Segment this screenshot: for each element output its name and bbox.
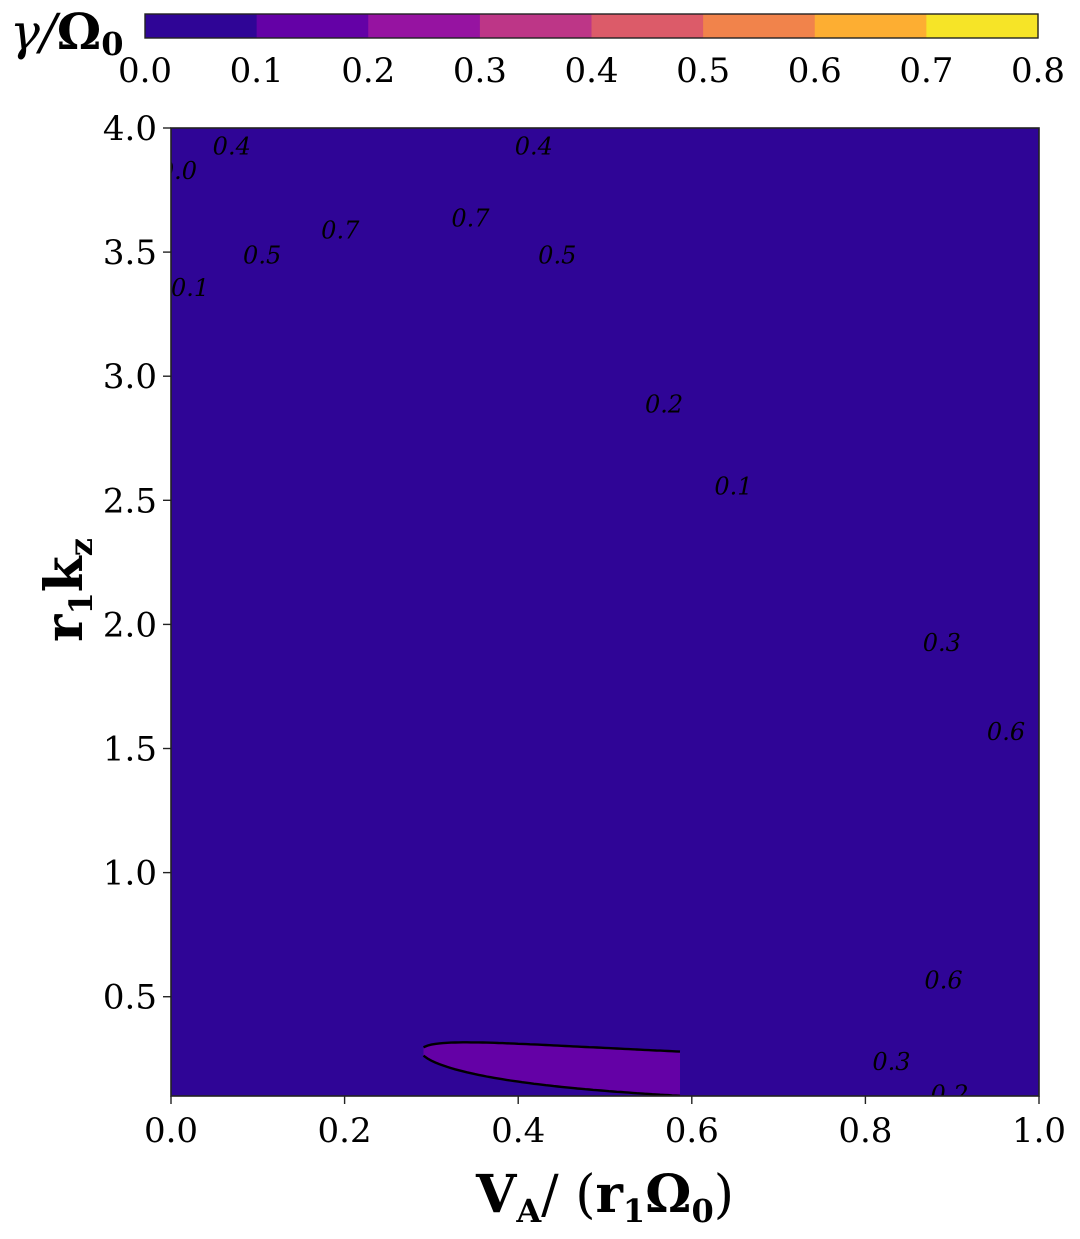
contour-line-upper-0.1 [423,1041,681,1053]
colorbar-swatch [145,14,258,38]
contour-lines [422,1041,681,1096]
y-tick-label: 2.0 [103,605,157,645]
colorbar-frame [144,13,1039,39]
plot-frame [170,127,1040,1097]
contour-label: 0.1 [714,472,752,500]
colorbar-tick-label: 0.3 [453,51,507,91]
colorbar-tick-label: 0.0 [118,51,172,91]
contour-fills [423,1042,680,1096]
contour-labels: 0.0 0.1 0.4 0.5 0.7 0.7 0.5 0.4 0.2 0.1 0.3 0.6 0.6 0… [159,132,1025,1109]
contour-line-lower-0.1 [422,1054,681,1096]
y-tick-label: 1.0 [103,854,157,894]
contour-label: 0.2 [931,1081,969,1109]
x-tick-label: 0.4 [491,1111,545,1151]
colorbar-swatch [256,14,369,38]
colorbar-tick-label: 0.4 [564,51,618,91]
contour-label: 0.7 [321,217,360,245]
contour-label: 0.0 [159,157,197,185]
y-tick-label: 3.5 [103,233,157,273]
y-axis-ticks: 0.5 1.0 1.5 2.0 2.5 3.0 3.5 4.0 [103,109,171,1018]
x-tick-label: 1.0 [1012,1111,1066,1151]
x-tick-label: 0.0 [144,1111,198,1151]
contour-label: 0.6 [987,718,1025,746]
colorbar [144,13,1039,39]
colorbar-title: γ/Ω0 [10,2,124,63]
x-axis-label: VA/ (r1Ω0) [475,1164,734,1230]
contour-band-0.1 [423,1042,680,1096]
contour-label: 0.6 [924,966,962,994]
y-tick-label: 3.0 [103,357,157,397]
contour-label: 0.1 [171,274,209,302]
x-tick-label: 0.2 [318,1111,372,1151]
y-tick-label: 4.0 [103,109,157,149]
colorbar-tick-label: 0.5 [676,51,730,91]
colorbar-swatch [591,14,704,38]
x-tick-label: 0.8 [838,1111,892,1151]
contour-label: 0.5 [243,242,281,270]
contour-label: 0.7 [451,204,490,232]
y-tick-label: 1.5 [103,730,157,770]
colorbar-tick-label: 0.2 [341,51,395,91]
y-axis-label: r1kz [34,538,100,642]
plot-background [171,128,1039,1096]
y-tick-label: 2.5 [103,481,157,521]
plot-area: 0.0 0.1 0.4 0.5 0.7 0.7 0.5 0.4 0.2 0.1 0.3 0.6 0.6 0… [159,128,1039,1109]
colorbar-tick-label: 0.6 [788,51,842,91]
colorbar-ticks: 0.0 0.1 0.2 0.3 0.4 0.5 0.6 0.7 0.8 [118,51,1065,91]
colorbar-tick-label: 0.1 [230,51,284,91]
contour-label: 0.3 [923,629,961,657]
colorbar-swatch [703,14,816,38]
colorbar-tick-label: 0.8 [1011,51,1065,91]
contour-label: 0.3 [872,1048,910,1076]
x-axis-ticks: 0.0 0.2 0.4 0.6 0.8 1.0 [144,1096,1066,1151]
contour-label: 0.2 [645,390,683,418]
x-tick-label: 0.6 [665,1111,719,1151]
contour-label: 0.5 [538,242,576,270]
contour-label: 0.4 [213,132,251,160]
colorbar-tick-label: 0.7 [899,51,953,91]
colorbar-swatch [926,14,1039,38]
contour-label: 0.4 [515,132,553,160]
y-tick-label: 0.5 [103,978,157,1018]
colorbar-swatch [368,14,481,38]
colorbar-swatch [479,14,593,38]
colorbar-swatch [814,14,927,38]
